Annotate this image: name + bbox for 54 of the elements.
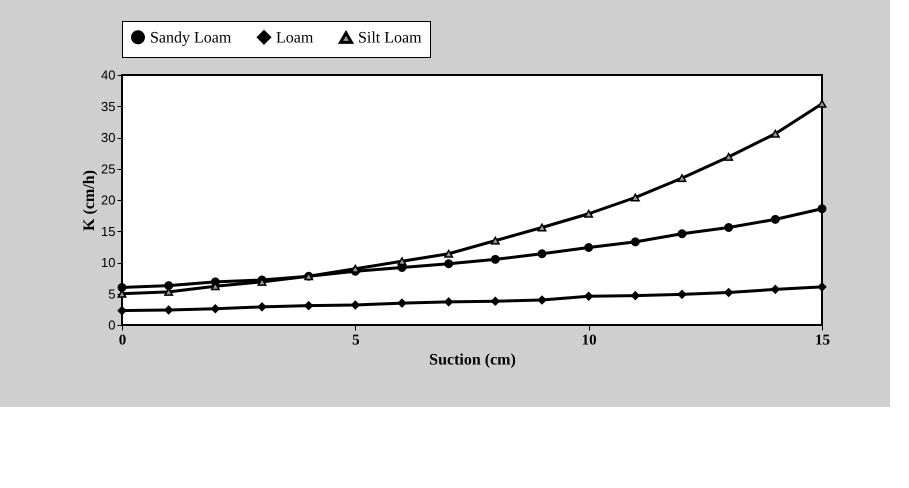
point: [350, 300, 360, 310]
point: [818, 204, 826, 214]
point: [770, 130, 780, 138]
y-tick-label: 10: [101, 255, 116, 270]
point: [538, 296, 546, 304]
point: [538, 224, 546, 232]
y-tick-label: 40: [101, 68, 116, 82]
point: [678, 174, 686, 182]
point: [630, 291, 640, 300]
point: [118, 306, 126, 316]
point: [164, 306, 174, 314]
point: [444, 250, 454, 258]
y-axis-title: K (cm/h): [81, 170, 98, 231]
point: [538, 249, 546, 258]
legend-label: Silt Loam: [358, 30, 422, 47]
y-tick-label: 15: [101, 224, 116, 239]
point: [398, 298, 406, 308]
x-tick-label: 5: [352, 332, 360, 348]
point: [724, 152, 734, 161]
point: [770, 214, 780, 224]
point: [258, 302, 266, 312]
x-axis-title: Suction (cm): [429, 352, 516, 368]
point: [490, 254, 500, 264]
point: [584, 210, 594, 218]
point: [584, 292, 594, 301]
point: [770, 284, 780, 294]
point: [304, 301, 314, 310]
x-tick-label: 0: [118, 332, 126, 348]
legend-label: Sandy Loam: [150, 29, 232, 46]
y-tick-label: 30: [101, 130, 116, 145]
point: [444, 297, 454, 306]
point: [678, 229, 686, 238]
x-tick-label: 15: [815, 332, 830, 348]
point: [490, 236, 500, 245]
point: [584, 243, 594, 252]
point: [678, 290, 686, 299]
point: [490, 296, 500, 306]
legend-label: Loam: [276, 29, 314, 46]
point: [630, 194, 640, 202]
point: [164, 281, 174, 290]
y-tick-label: 5: [108, 286, 116, 302]
point: [210, 304, 220, 314]
point: [818, 100, 826, 108]
point: [724, 223, 734, 232]
y-tick-label: 25: [101, 161, 116, 176]
y-tick-label: 35: [101, 98, 116, 114]
point: [398, 257, 406, 266]
point: [630, 237, 640, 246]
point: [444, 259, 454, 268]
point: [724, 288, 734, 297]
y-tick-label: 0: [108, 318, 116, 332]
y-tick-label: 20: [101, 192, 116, 208]
x-tick-label: 10: [582, 332, 597, 348]
point: [818, 282, 826, 292]
